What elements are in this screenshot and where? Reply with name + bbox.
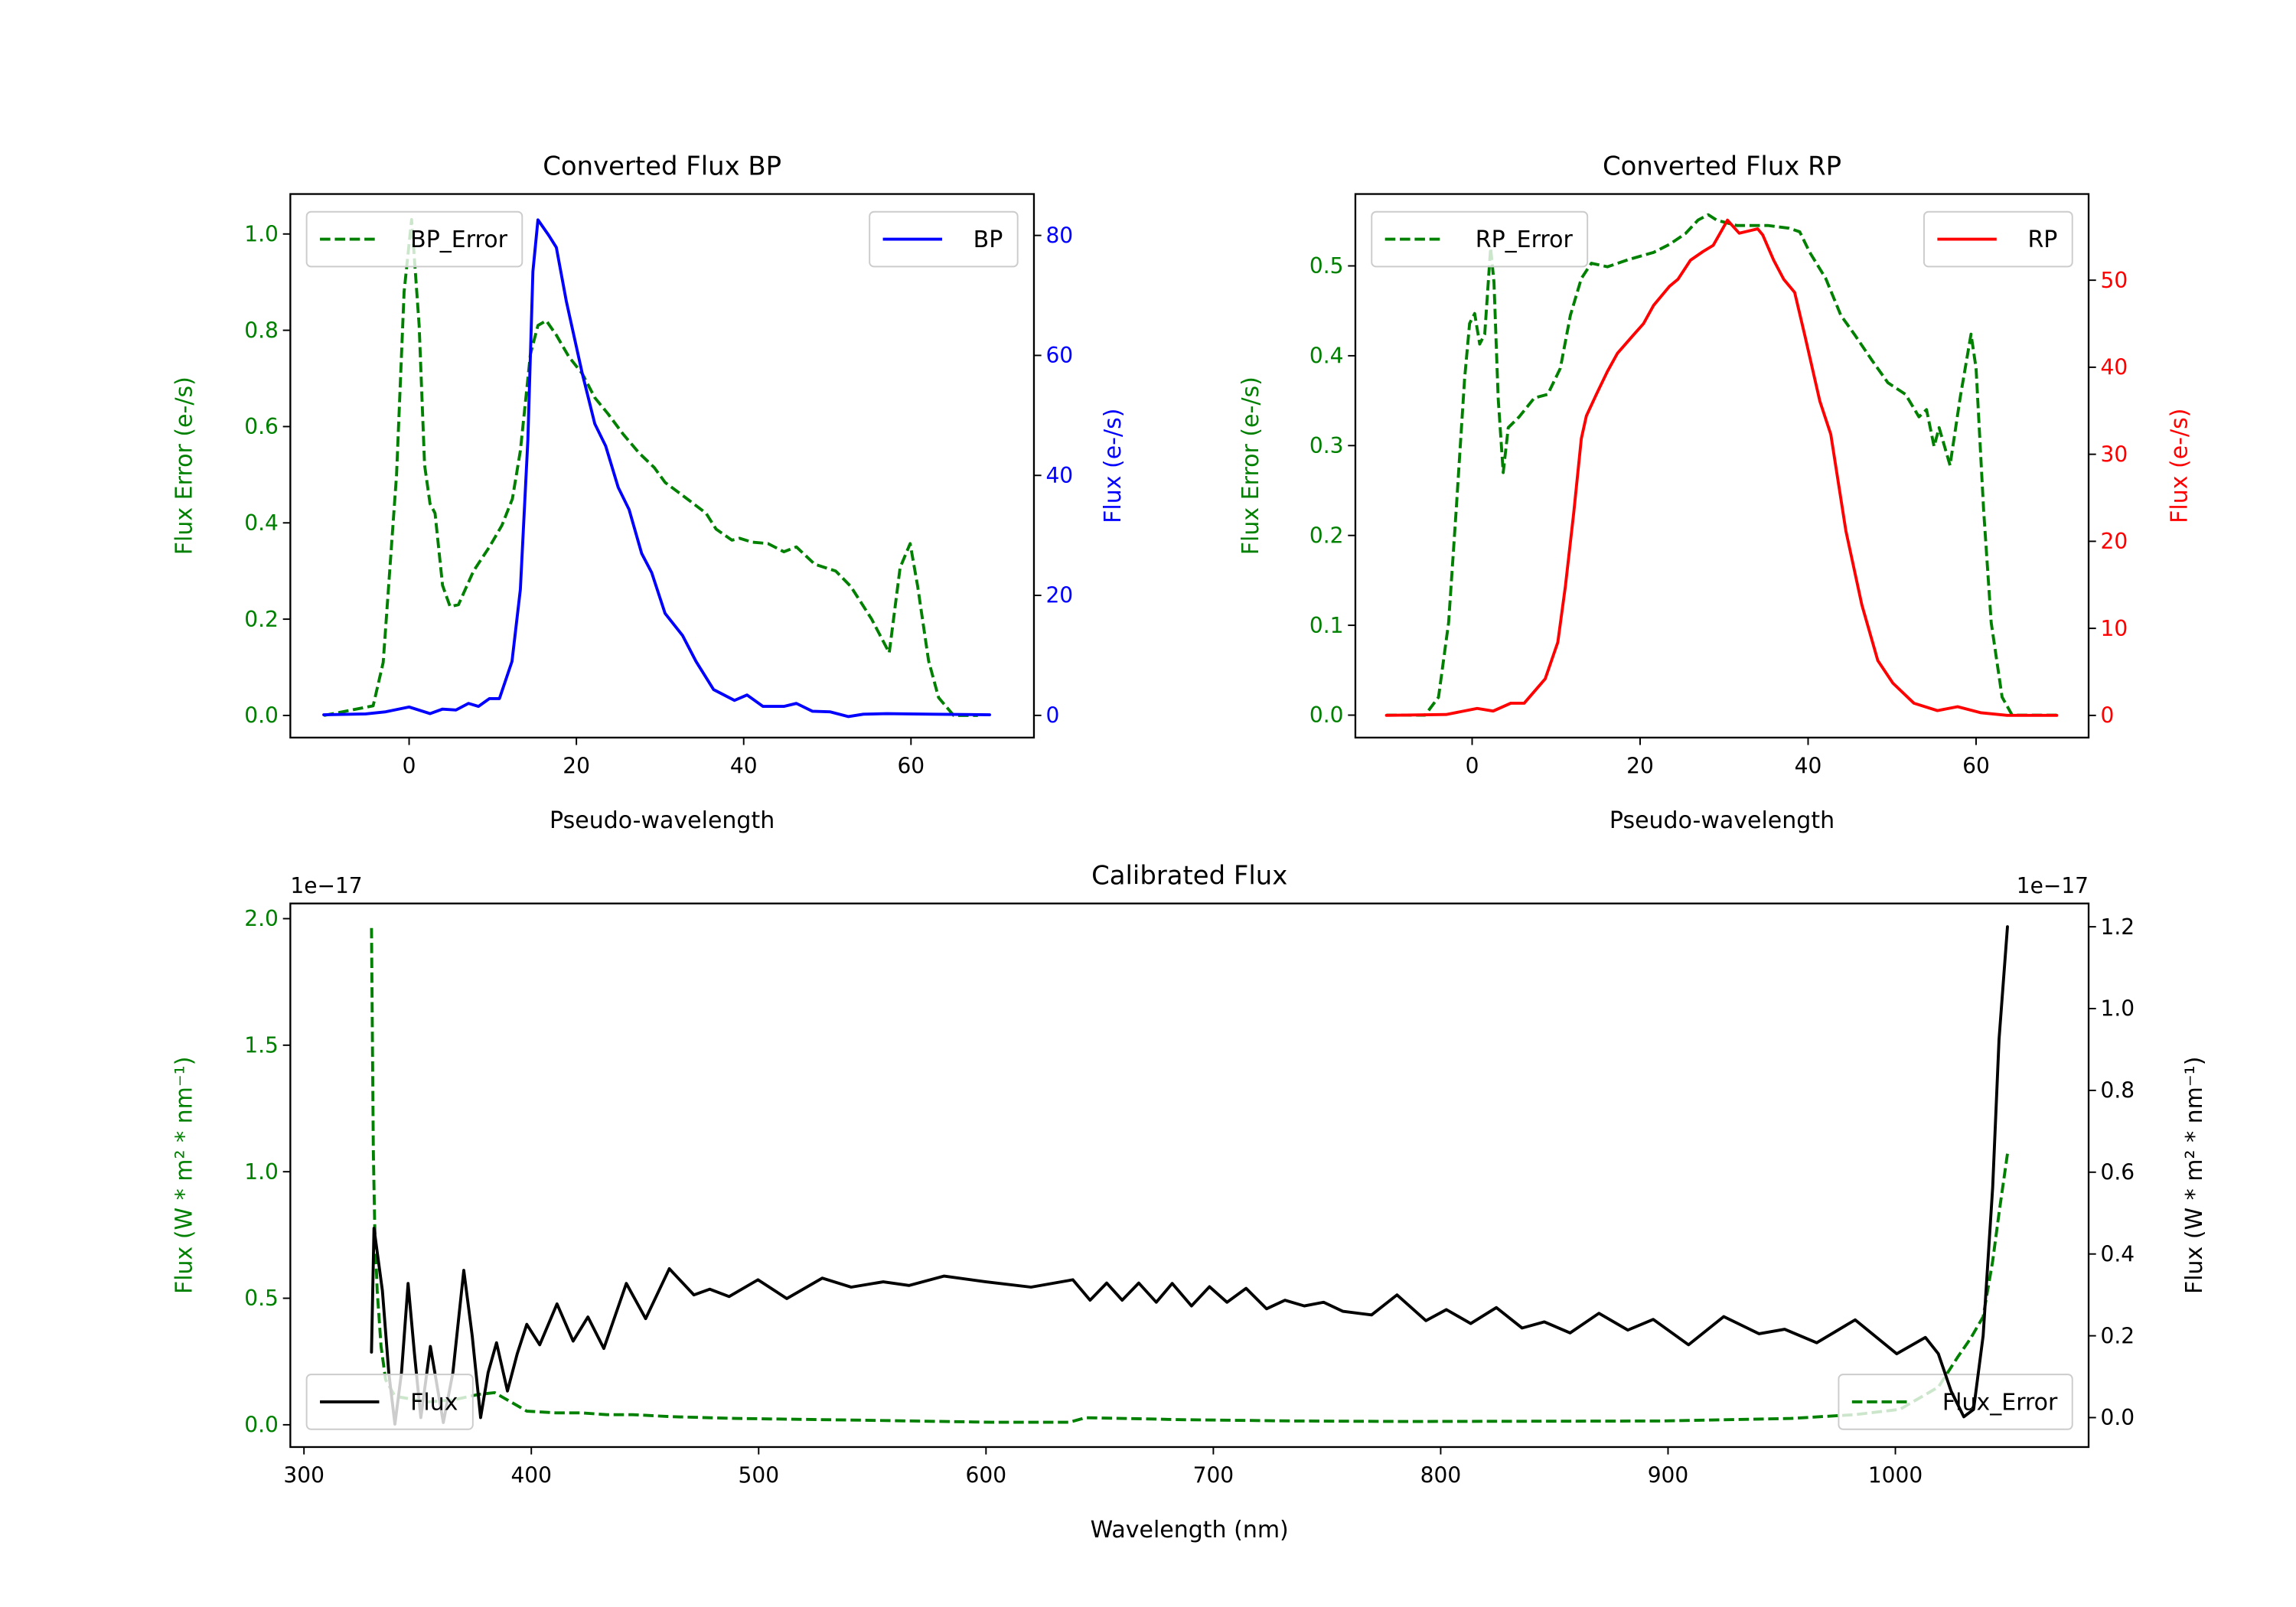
legend-label: BP <box>974 227 1003 253</box>
x-tick-label: 300 <box>283 1462 325 1488</box>
right-y-axis-label: Flux (W * m² * nm⁻¹) <box>2181 1057 2208 1294</box>
left-y-tick-label: 1.5 <box>244 1033 279 1058</box>
series-line-flux-error <box>370 927 2009 1424</box>
left-y-tick-label: 1.0 <box>244 1159 279 1185</box>
x-tick-label: 500 <box>739 1462 780 1488</box>
right-y-tick-label: 60 <box>1045 343 1073 368</box>
legend-box <box>305 1374 474 1430</box>
left-y-tick-label: 1.0 <box>244 221 279 246</box>
right-y-tick-label: 80 <box>1045 223 1073 248</box>
x-tick-label: 700 <box>1193 1462 1234 1488</box>
right-y-tick-label: 30 <box>2101 442 2128 467</box>
axes-frame <box>289 902 2090 1449</box>
right-y-tick-label: 20 <box>2101 529 2128 554</box>
bp-panel: Converted Flux BP 0 20 40 60 Pseudo-wavelengt… <box>171 151 1127 834</box>
chart-title: Converted Flux BP <box>543 151 781 181</box>
right-y-tick-label: 0.4 <box>2101 1241 2135 1266</box>
left-y-axis-label: Flux (W * m² * nm⁻¹) <box>171 1057 197 1294</box>
right-y-tick-label: 20 <box>1045 583 1073 608</box>
chart-title: Converted Flux RP <box>1603 151 1841 181</box>
axes-frame <box>1354 193 2090 739</box>
right-y-tick-label: 0 <box>1045 703 1059 729</box>
legend-bp-error: BP_Error <box>305 210 523 268</box>
x-tick-label: 20 <box>1626 753 1654 778</box>
series-line-bp <box>322 218 991 719</box>
left-y-tick-label: 0.0 <box>244 703 279 729</box>
x-tick-label: 400 <box>510 1462 552 1488</box>
chart-title: Calibrated Flux <box>1091 860 1287 890</box>
legend-label: Flux_Error <box>1942 1390 2058 1416</box>
legend-rp: RP <box>1923 210 2073 268</box>
left-y-tick-label: 0.6 <box>244 414 279 439</box>
left-y-tick-label: 0.0 <box>244 1413 279 1438</box>
x-tick-label: 900 <box>1648 1462 1689 1488</box>
right-y-tick-label: 0.2 <box>2101 1323 2135 1348</box>
right-y-tick-label: 10 <box>2101 616 2128 641</box>
right-y-tick-label: 1.2 <box>2101 914 2135 940</box>
right-y-tick-label: 1.0 <box>2101 996 2135 1022</box>
right-y-tick-label: 50 <box>2101 268 2128 293</box>
series-line-bp-error <box>323 217 978 717</box>
left-y-tick-label: 0.4 <box>244 510 279 536</box>
x-tick-label: 600 <box>966 1462 1007 1488</box>
right-offset-text: 1e−17 <box>2017 873 2089 898</box>
left-y-axis-label: Flux Error (e-/s) <box>1238 376 1264 555</box>
calibrated-panel: Calibrated Flux 300 400 500 600 700 800 900 1000… <box>171 860 2207 1543</box>
legend-label: BP_Error <box>410 227 507 253</box>
x-tick-label: 60 <box>1962 753 1990 778</box>
x-tick-label: 0 <box>403 753 416 778</box>
right-y-axis-label: Flux (e-/s) <box>1100 409 1127 523</box>
left-y-tick-label: 0.3 <box>1309 433 1344 458</box>
left-y-tick-label: 0.8 <box>244 318 279 343</box>
x-axis-label: Wavelength (nm) <box>1091 1517 1289 1543</box>
x-tick-label: 40 <box>1795 753 1822 778</box>
right-y-tick-label: 0 <box>2101 703 2115 729</box>
right-y-axis-label: Flux (e-/s) <box>2167 409 2193 523</box>
legend-label: Flux <box>410 1390 458 1416</box>
x-tick-label: 0 <box>1466 753 1479 778</box>
left-y-axis-label: Flux Error (e-/s) <box>171 376 197 555</box>
right-y-tick-label: 40 <box>1045 463 1073 488</box>
x-axis-label: Pseudo-wavelength <box>550 807 775 834</box>
left-offset-text: 1e−17 <box>290 873 362 898</box>
left-y-tick-label: 0.1 <box>1309 613 1344 638</box>
legend-box <box>1923 210 2073 268</box>
left-y-tick-label: 0.2 <box>1309 523 1344 548</box>
x-tick-label: 800 <box>1420 1462 1462 1488</box>
legend-bp: BP <box>869 210 1019 268</box>
left-y-tick-label: 2.0 <box>244 906 279 931</box>
legend-box <box>1371 210 1589 268</box>
legend-flux: Flux <box>305 1374 474 1430</box>
legend-box <box>869 210 1019 268</box>
rp-panel: Converted Flux RP 0 20 40 60 Pseudo-wavelengt… <box>1238 151 2193 834</box>
left-y-tick-label: 0.0 <box>1309 702 1344 728</box>
left-y-tick-label: 0.2 <box>244 607 279 632</box>
left-y-tick-label: 0.5 <box>244 1286 279 1311</box>
series-line-flux <box>370 925 2009 1426</box>
series-line-rp-error <box>1386 213 2057 717</box>
x-tick-label: 40 <box>730 753 758 778</box>
left-y-tick-label: 0.5 <box>1309 253 1344 279</box>
legend-rp-error: RP_Error <box>1371 210 1589 268</box>
x-tick-label: 60 <box>897 753 925 778</box>
right-y-tick-label: 0.0 <box>2101 1405 2135 1430</box>
x-axis-label: Pseudo-wavelength <box>1609 807 1835 834</box>
axes-frame <box>289 193 1035 739</box>
series-line-rp <box>1384 218 2059 717</box>
legend-box <box>305 210 523 268</box>
right-y-tick-label: 40 <box>2101 355 2128 380</box>
left-y-tick-label: 0.4 <box>1309 344 1344 369</box>
right-y-tick-label: 0.8 <box>2101 1078 2135 1103</box>
x-tick-label: 1000 <box>1868 1462 1923 1488</box>
right-y-tick-label: 0.6 <box>2101 1159 2135 1185</box>
x-tick-label: 20 <box>563 753 590 778</box>
legend-label: RP <box>2027 227 2057 253</box>
legend-flux-error: Flux_Error <box>1838 1374 2073 1430</box>
legend-label: RP_Error <box>1476 227 1574 253</box>
